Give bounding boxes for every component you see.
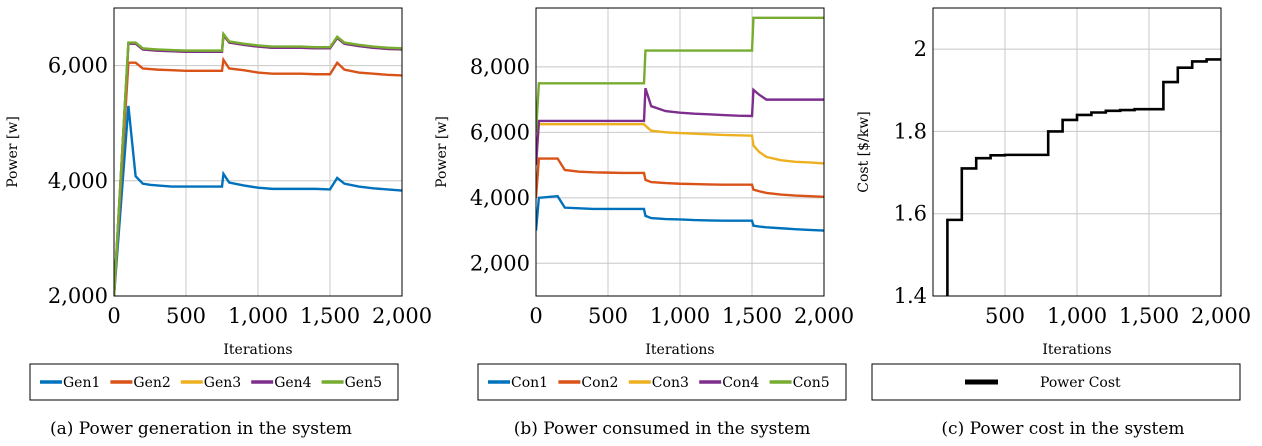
x-tick-label: 1,500 bbox=[1119, 304, 1179, 328]
y-tick-label: 2 bbox=[914, 37, 927, 61]
x-tick-label: 1,000 bbox=[650, 304, 710, 328]
x-tick-label: 2,000 bbox=[794, 304, 854, 328]
x-tick-label: 1,500 bbox=[722, 304, 782, 328]
y-tick-label: 1.4 bbox=[894, 284, 927, 308]
y-axis-label: Cost [$/kw] bbox=[856, 111, 872, 192]
x-tick-label: 500 bbox=[588, 304, 628, 328]
plot-area-frame bbox=[113, 7, 403, 297]
legend: Gen1 Gen2 Gen3 Gen4 Gen5 bbox=[29, 363, 399, 401]
legend-label-gen5: Gen5 bbox=[345, 375, 382, 391]
y-tick-label: 6,000 bbox=[48, 54, 108, 78]
panel-power-cost: 500 1,000 1,500 2,000 1.4 1.6 1.8 2 Iterations Co… bbox=[856, 7, 1251, 439]
legend-label-con3: Con3 bbox=[652, 375, 689, 391]
panel-caption: (c) Power cost in the system bbox=[941, 419, 1184, 439]
series-line-con1 bbox=[536, 194, 824, 232]
legend-label-gen2: Gen2 bbox=[133, 375, 170, 391]
x-tick-label: 2,000 bbox=[372, 304, 432, 328]
series-line-gen5 bbox=[114, 30, 402, 296]
legend-label-con4: Con4 bbox=[722, 375, 759, 391]
y-tick-label: 2,000 bbox=[48, 284, 108, 308]
x-axis-label: Iterations bbox=[1042, 342, 1111, 358]
y-tick-label: 1.8 bbox=[894, 119, 927, 143]
x-axis-label: Iterations bbox=[223, 342, 292, 358]
legend-label-power-cost: Power Cost bbox=[1040, 375, 1121, 391]
x-tick-label: 0 bbox=[529, 304, 542, 328]
legend-box bbox=[871, 363, 1241, 401]
x-tick-label: 0 bbox=[107, 304, 120, 328]
y-axis-label: Power [w] bbox=[5, 116, 21, 188]
series-line-con2 bbox=[536, 157, 824, 199]
plot-area-frame bbox=[535, 7, 825, 297]
panel-caption: (a) Power generation in the system bbox=[50, 419, 352, 439]
legend: Con1 Con2 Con3 Con4 Con5 bbox=[477, 363, 847, 401]
panel-power-consumed: 0 500 1,000 1,500 2,000 2,000 4,000 6,000 8,000 I… bbox=[434, 7, 854, 439]
y-tick-label: 4,000 bbox=[48, 169, 108, 193]
x-tick-label: 2,000 bbox=[1191, 304, 1251, 328]
x-tick-label: 500 bbox=[166, 304, 206, 328]
legend-label-gen1: Gen1 bbox=[63, 375, 100, 391]
legend-label-gen3: Gen3 bbox=[204, 375, 241, 391]
x-axis-label: Iterations bbox=[645, 342, 714, 358]
series-line-con5 bbox=[536, 16, 824, 133]
series-line-gen2 bbox=[114, 56, 402, 296]
y-tick-label: 8,000 bbox=[470, 55, 530, 79]
panel-caption: (b) Power consumed in the system bbox=[514, 419, 811, 439]
x-tick-label: 1,500 bbox=[300, 304, 360, 328]
y-axis-label: Power [w] bbox=[434, 116, 450, 188]
y-tick-label: 4,000 bbox=[470, 186, 530, 210]
y-tick-label: 6,000 bbox=[470, 120, 530, 144]
x-tick-label: 1,000 bbox=[228, 304, 288, 328]
legend: Power Cost bbox=[871, 363, 1241, 401]
y-tick-label: 2,000 bbox=[470, 251, 530, 275]
x-tick-label: 1,000 bbox=[1047, 304, 1107, 328]
series-line-gen1 bbox=[114, 105, 402, 296]
legend-label-con1: Con1 bbox=[511, 375, 548, 391]
plot-area-frame bbox=[932, 7, 1222, 297]
x-tick-label: 500 bbox=[985, 304, 1025, 328]
y-tick-label: 1.6 bbox=[894, 202, 927, 226]
legend-label-gen4: Gen4 bbox=[274, 375, 311, 391]
series-line-power-cost bbox=[946, 58, 1221, 296]
legend-label-con5: Con5 bbox=[793, 375, 830, 391]
series-line-con3 bbox=[536, 122, 824, 166]
legend-label-con2: Con2 bbox=[581, 375, 618, 391]
panel-power-generation: 0 500 1,000 1,500 2,000 2,000 4,000 6,000 Iterat… bbox=[5, 7, 432, 439]
series-line-con4 bbox=[536, 87, 824, 166]
